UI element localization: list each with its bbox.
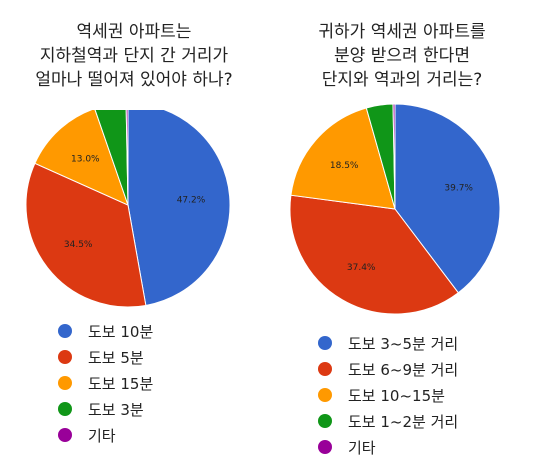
legend-label: 도보 15분 bbox=[88, 374, 154, 393]
legend-swatch bbox=[58, 350, 72, 364]
legend-swatch bbox=[58, 428, 72, 442]
legend-item: 기타 bbox=[58, 422, 153, 448]
legend-item: 도보 10~15분 bbox=[318, 382, 458, 408]
legend-item: 도보 15분 bbox=[58, 370, 153, 396]
legend-swatch bbox=[318, 336, 332, 350]
slice-value-label: 34.5% bbox=[64, 240, 93, 250]
pie-slice-5 bbox=[125, 110, 129, 206]
title-line: 얼마나 떨어져 있어야 하나? bbox=[35, 70, 233, 90]
legend-swatch bbox=[318, 388, 332, 402]
title-line: 역세권 아파트는 bbox=[76, 22, 192, 42]
legend-label: 도보 10분 bbox=[88, 322, 154, 341]
pie-slice-2 bbox=[289, 194, 460, 315]
legend-swatch bbox=[318, 414, 332, 428]
legend-item: 도보 1~2분 거리 bbox=[318, 408, 458, 434]
title-line: 귀하가 역세권 아파트를 bbox=[318, 22, 486, 42]
legend-item: 기타 bbox=[318, 434, 458, 460]
pie-chart: 47.2% 34.5% 13.0% bbox=[25, 110, 231, 308]
slice-value-label: 18.5% bbox=[330, 161, 359, 171]
legend-swatch bbox=[318, 362, 332, 376]
pie-slice-1 bbox=[394, 103, 501, 294]
legend-swatch bbox=[58, 324, 72, 338]
chart-left: 역세권 아파트는 지하철역과 단지 간 거리가 얼마나 떨어져 있어야 하나? … bbox=[0, 20, 268, 448]
pie-slice-4 bbox=[94, 110, 129, 206]
legend-label: 도보 6~9분 거리 bbox=[348, 360, 459, 379]
slice-value-label: 39.7% bbox=[444, 184, 473, 194]
chart-title: 귀하가 역세권 아파트를 분양 받으려 한다면 단지와 역과의 거리는? bbox=[268, 20, 536, 92]
legend-swatch bbox=[58, 402, 72, 416]
legend-item: 도보 3분 bbox=[58, 396, 153, 422]
legend-item: 도보 10분 bbox=[58, 318, 153, 344]
legend-swatch bbox=[318, 440, 332, 454]
slice-value-label: 47.2% bbox=[177, 195, 206, 205]
legend-label: 도보 3~5분 거리 bbox=[348, 334, 459, 353]
legend-swatch bbox=[58, 376, 72, 390]
title-line: 지하철역과 단지 간 거리가 bbox=[39, 46, 229, 66]
title-line: 분양 받으려 한다면 bbox=[334, 46, 470, 66]
chart-right: 귀하가 역세권 아파트를 분양 받으려 한다면 단지와 역과의 거리는? 39.… bbox=[268, 0, 536, 472]
slice-value-label: 37.4% bbox=[347, 263, 376, 273]
pie-slice-3 bbox=[34, 110, 129, 206]
legend-label: 기타 bbox=[348, 438, 376, 457]
slice-value-label: 13.0% bbox=[71, 154, 100, 164]
legend-label: 도보 3분 bbox=[88, 400, 144, 419]
pie-slice-2 bbox=[25, 162, 147, 308]
legend-item: 도보 3~5분 거리 bbox=[318, 330, 458, 356]
pie-slice-3 bbox=[290, 107, 396, 210]
chart-title: 역세권 아파트는 지하철역과 단지 간 거리가 얼마나 떨어져 있어야 하나? bbox=[0, 20, 268, 92]
legend-item: 도보 6~9분 거리 bbox=[318, 356, 458, 382]
legend-item: 도보 5분 bbox=[58, 344, 153, 370]
legend-label: 도보 5분 bbox=[88, 348, 144, 367]
pie-slice-1 bbox=[127, 110, 231, 307]
title-line: 단지와 역과의 거리는? bbox=[321, 70, 483, 90]
pie-chart: 39.7% 37.4% 18.5% bbox=[289, 103, 501, 315]
pie-slice-5 bbox=[392, 103, 396, 210]
legend-label: 도보 10~15분 bbox=[348, 386, 445, 405]
legend-label: 기타 bbox=[88, 426, 116, 445]
legend-label: 도보 1~2분 거리 bbox=[348, 412, 459, 431]
